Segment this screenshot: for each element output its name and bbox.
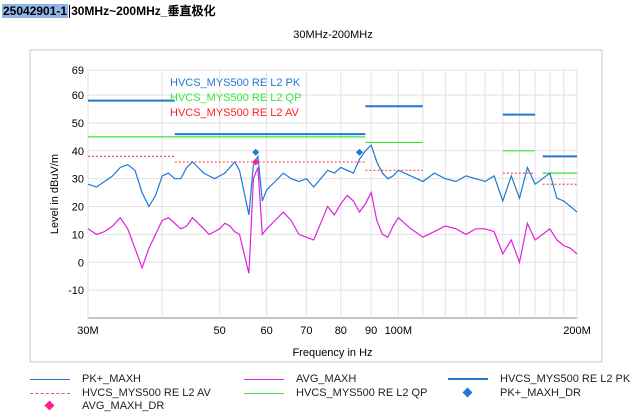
x-tick-label: 50 xyxy=(214,325,226,337)
chart-annotation: HVCS_MYS500 RE L2 QP xyxy=(170,92,301,104)
x-tick-label: 70 xyxy=(300,325,312,337)
y-tick-label: 60 xyxy=(72,90,84,102)
legend-label: PK+_MAXH_DR xyxy=(500,387,582,399)
legend-item: HVCS_MYS500 RE L2 AV xyxy=(30,387,230,401)
legend-swatch xyxy=(244,393,284,394)
x-axis-label: Frequency in Hz xyxy=(292,347,372,359)
plot-area xyxy=(87,69,578,319)
chart-title: 30MHz-200MHz xyxy=(293,29,372,41)
x-tick-label: 60 xyxy=(261,325,273,337)
y-tick-label: -10 xyxy=(68,285,84,297)
y-tick-label: 0 xyxy=(78,257,84,269)
legend-swatch xyxy=(244,379,284,380)
y-tick-label: 10 xyxy=(72,229,84,241)
legend-item: AVG_MAXH_DR xyxy=(30,400,230,414)
y-axis-label: Level in dBuV/m xyxy=(49,154,61,234)
legend-swatch xyxy=(30,379,70,380)
text-cursor xyxy=(69,5,71,19)
legend-item: HVCS_MYS500 RE L2 PK xyxy=(448,373,640,387)
legend-label: PK+_MAXH xyxy=(82,373,141,385)
chart-annotation: HVCS_MYS500 RE L2 PK xyxy=(170,77,301,89)
x-tick-label: 30M xyxy=(77,325,98,337)
legend-item: AVG_MAXH xyxy=(244,373,444,387)
legend-swatch xyxy=(462,387,473,398)
series-line xyxy=(87,167,578,274)
legend-label: AVG_MAXH xyxy=(296,373,357,385)
chart-annotation: HVCS_MYS500 RE L2 AV xyxy=(170,107,299,119)
legend-swatch xyxy=(44,400,55,411)
y-tick-label: 69 xyxy=(72,65,84,77)
marker-point xyxy=(252,148,260,156)
report-header: 25042901-1 30MHz~200MHz_垂直极化 xyxy=(2,2,216,19)
legend-label: AVG_MAXH_DR xyxy=(82,400,165,412)
y-tick-label: 40 xyxy=(72,146,84,158)
y-tick-label: 50 xyxy=(72,118,84,130)
series-line xyxy=(87,144,578,216)
y-tick-label: 30 xyxy=(72,174,84,186)
report-id: 25042901-1 xyxy=(2,4,69,18)
legend-item: HVCS_MYS500 RE L2 QP xyxy=(244,387,444,401)
report-title: 30MHz~200MHz_垂直极化 xyxy=(71,4,216,18)
legend-item: PK+_MAXH xyxy=(30,373,230,387)
y-tick-label: 20 xyxy=(72,202,84,214)
x-tick-label: 80 xyxy=(335,325,347,337)
legend-label: HVCS_MYS500 RE L2 PK xyxy=(500,373,631,385)
marker-point xyxy=(355,148,363,156)
x-tick-label: 200M xyxy=(563,325,591,337)
x-tick-label: 90 xyxy=(365,325,377,337)
marker-point xyxy=(252,158,260,166)
legend-label: HVCS_MYS500 RE L2 QP xyxy=(296,387,428,399)
x-tick-label: 100M xyxy=(385,325,413,337)
legend-item: PK+_MAXH_DR xyxy=(448,387,640,401)
legend-swatch xyxy=(30,393,70,394)
legend-label: HVCS_MYS500 RE L2 AV xyxy=(82,387,211,399)
legend-swatch xyxy=(448,378,488,380)
